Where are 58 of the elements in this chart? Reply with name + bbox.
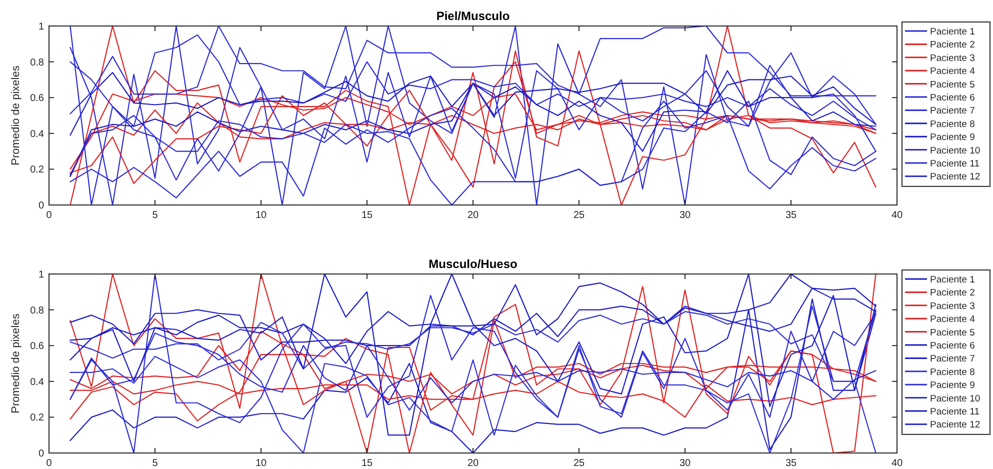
legend-label: Paciente 3 (930, 52, 975, 64)
y-tick-label: 0.6 (30, 341, 44, 352)
y-tick-label: 0.8 (30, 305, 44, 316)
x-tick-label: 30 (679, 210, 691, 221)
y-axis-title: Promedio de pixeles (10, 313, 22, 414)
legend-label: Paciente 11 (930, 158, 980, 170)
y-tick-label: 0.4 (30, 128, 44, 140)
x-tick-label: 40 (891, 458, 903, 469)
x-tick-label: 15 (361, 210, 373, 221)
chart-title: Piel/Musculo (436, 9, 510, 23)
legend-label: Paciente 9 (930, 132, 975, 144)
legend-label: Paciente 6 (930, 92, 975, 104)
legend-label: Paciente 9 (930, 380, 975, 392)
legend-label: Paciente 4 (930, 66, 975, 78)
legend-label: Paciente 12 (930, 420, 980, 431)
x-tick-label: 35 (785, 210, 797, 221)
x-tick-label: 0 (46, 458, 52, 469)
legend-label: Paciente 10 (930, 145, 980, 156)
legend-label: Paciente 1 (930, 274, 975, 286)
y-tick-label: 0.2 (30, 412, 44, 424)
y-tick-label: 0.4 (30, 376, 44, 388)
y-tick-label: 0 (38, 448, 44, 460)
x-tick-label: 20 (467, 458, 479, 469)
legend-label: Paciente 8 (930, 366, 975, 378)
legend-label: Paciente 7 (930, 106, 975, 117)
legend-label: Paciente 5 (930, 327, 975, 338)
x-tick-label: 10 (255, 458, 267, 469)
legend-label: Paciente 3 (930, 300, 975, 312)
x-tick-label: 5 (152, 458, 158, 469)
legend-label: Paciente 10 (930, 393, 980, 404)
legend-label: Paciente 12 (930, 172, 980, 183)
x-tick-label: 15 (361, 458, 373, 469)
x-tick-label: 5 (152, 210, 158, 221)
legend-label: Paciente 7 (930, 354, 975, 365)
x-tick-label: 0 (46, 210, 52, 221)
x-tick-label: 25 (573, 210, 585, 221)
legend-label: Paciente 8 (930, 118, 975, 130)
x-tick-label: 25 (573, 458, 585, 469)
legend-label: Paciente 4 (930, 314, 975, 326)
legend-label: Paciente 2 (930, 288, 975, 299)
legend-label: Paciente 2 (930, 40, 975, 51)
x-tick-label: 30 (679, 458, 691, 469)
legend-label: Paciente 5 (930, 79, 975, 90)
y-tick-label: 0.2 (30, 164, 44, 176)
y-tick-label: 1 (38, 22, 44, 32)
x-tick-label: 35 (785, 458, 797, 469)
legend-label: Paciente 11 (930, 406, 980, 418)
y-tick-label: 0 (38, 200, 44, 212)
legend-label: Paciente 6 (930, 340, 975, 352)
chart-title: Musculo/Hueso (428, 257, 518, 271)
y-tick-label: 1 (38, 270, 44, 280)
x-tick-label: 40 (891, 210, 903, 221)
legend-label: Paciente 1 (930, 26, 975, 38)
y-tick-label: 0.8 (30, 57, 44, 68)
x-tick-label: 10 (255, 210, 267, 221)
x-tick-label: 20 (467, 210, 479, 221)
y-axis-title: Promedio de pixeles (10, 65, 22, 166)
y-tick-label: 0.6 (30, 93, 44, 104)
